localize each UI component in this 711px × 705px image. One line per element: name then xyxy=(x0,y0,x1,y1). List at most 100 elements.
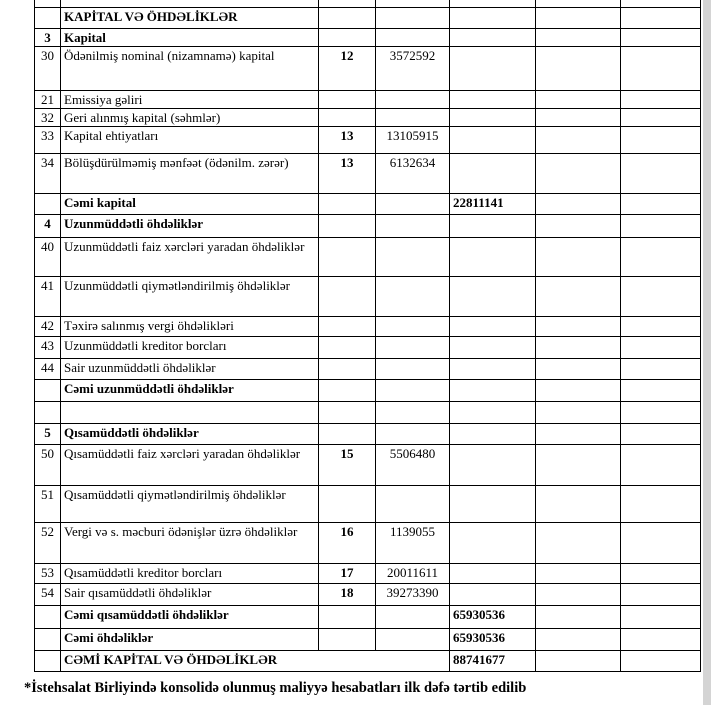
name-cell: Cəmi qısamüddətli öhdəliklər xyxy=(60,605,319,629)
code-cell xyxy=(34,379,61,402)
row: 51 Qısamüddətli qiymətləndirilmiş öhdəlik… xyxy=(34,485,701,523)
value-cell xyxy=(375,193,450,215)
empty-cell xyxy=(535,28,621,47)
total-cell xyxy=(449,276,536,317)
name-cell: Uzunmüddətli öhdəliklər xyxy=(60,214,319,238)
name-cell: Uzunmüddətli qiymətləndirilmiş öhdəliklə… xyxy=(60,276,319,317)
row: 54 Sair qısamüddətli öhdəliklər 18 39273390 xyxy=(34,583,701,606)
code-cell xyxy=(34,7,61,29)
total-cell xyxy=(449,28,536,47)
row xyxy=(34,0,701,8)
total-cell xyxy=(449,336,536,359)
note-cell: 13 xyxy=(318,153,376,194)
name-cell: Uzunmüddətli kreditor borcları xyxy=(60,336,319,359)
empty-cell xyxy=(535,90,621,109)
empty-cell xyxy=(620,423,701,445)
value-cell xyxy=(375,336,450,359)
code-cell: 42 xyxy=(34,316,61,337)
total-cell xyxy=(449,237,536,277)
total-cell: 22811141 xyxy=(449,193,536,215)
value-cell xyxy=(375,108,450,127)
empty-cell xyxy=(620,316,701,337)
row: 5 Qısamüddətli öhdəliklər xyxy=(34,423,701,445)
empty-cell xyxy=(620,650,701,672)
value-cell: 5506480 xyxy=(375,444,450,486)
empty-cell xyxy=(375,0,450,8)
empty-cell xyxy=(34,401,61,424)
value-cell xyxy=(375,485,450,523)
value-cell xyxy=(375,605,450,629)
total-cell: 65930536 xyxy=(449,605,536,629)
empty-cell xyxy=(34,0,61,8)
code-cell: 33 xyxy=(34,126,61,154)
row: 4 Uzunmüddətli öhdəliklər xyxy=(34,214,701,238)
code-cell: 4 xyxy=(34,214,61,238)
empty-cell xyxy=(449,401,536,424)
code-cell: 52 xyxy=(34,522,61,564)
name-cell: Kapital ehtiyatları xyxy=(60,126,319,154)
note-cell xyxy=(318,214,376,238)
empty-cell xyxy=(60,0,319,8)
total-cell xyxy=(449,153,536,194)
note-cell xyxy=(318,316,376,337)
code-cell: 43 xyxy=(34,336,61,359)
name-cell: KAPİTAL VƏ ÖHDƏLİKLƏR xyxy=(60,7,319,29)
empty-cell xyxy=(535,401,621,424)
empty-cell xyxy=(375,401,450,424)
empty-cell xyxy=(535,237,621,277)
empty-cell xyxy=(620,336,701,359)
value-cell xyxy=(375,28,450,47)
value-cell xyxy=(375,214,450,238)
code-cell: 44 xyxy=(34,358,61,380)
empty-cell xyxy=(535,7,621,29)
empty-cell xyxy=(535,444,621,486)
note-cell: 15 xyxy=(318,444,376,486)
note-cell xyxy=(318,237,376,277)
value-cell: 13105915 xyxy=(375,126,450,154)
name-cell: Sair uzunmüddətli öhdəliklər xyxy=(60,358,319,380)
row: 3 Kapital xyxy=(34,28,701,47)
empty-cell xyxy=(620,237,701,277)
name-cell: Cəmi kapital xyxy=(60,193,319,215)
row: 42 Təxirə salınmış vergi öhdəlikləri xyxy=(34,316,701,337)
name-cell: Emissiya gəliri xyxy=(60,90,319,109)
empty-cell xyxy=(620,605,701,629)
total-cell xyxy=(449,214,536,238)
note-cell xyxy=(318,193,376,215)
value-cell xyxy=(375,358,450,380)
empty-cell xyxy=(535,0,621,8)
name-cell: Ödənilmiş nominal (nizamnamə) kapital xyxy=(60,46,319,91)
total-cell: 65930536 xyxy=(449,628,536,651)
total-cell xyxy=(449,316,536,337)
value-cell xyxy=(375,379,450,402)
code-cell: 51 xyxy=(34,485,61,523)
empty-cell xyxy=(535,153,621,194)
empty-cell xyxy=(535,628,621,651)
empty-cell xyxy=(620,563,701,584)
value-cell xyxy=(375,316,450,337)
total-cell xyxy=(449,444,536,486)
code-cell xyxy=(34,628,61,651)
total-cell: 88741677 xyxy=(449,650,536,672)
total-cell xyxy=(449,522,536,564)
name-cell: Qısamüddətli faiz xərcləri yaradan öhdəl… xyxy=(60,444,319,486)
empty-cell xyxy=(620,90,701,109)
note-cell xyxy=(318,7,376,29)
row: 52 Vergi və s. məcburi ödənişlər üzrə öhd… xyxy=(34,522,701,564)
total-cell xyxy=(449,583,536,606)
empty-cell xyxy=(535,336,621,359)
empty-cell xyxy=(535,650,621,672)
note-cell xyxy=(318,90,376,109)
empty-cell xyxy=(620,214,701,238)
code-cell xyxy=(34,193,61,215)
value-cell xyxy=(375,90,450,109)
row: Cəmi kapital 22811141 xyxy=(34,193,701,215)
name-cell: Uzunmüddətli faiz xərcləri yaradan öhdəl… xyxy=(60,237,319,277)
name-cell: Bölüşdürülməmiş mənfəət (ödənilm. zərər) xyxy=(60,153,319,194)
total-cell xyxy=(449,423,536,445)
empty-cell xyxy=(620,583,701,606)
code-cell: 40 xyxy=(34,237,61,277)
row: 43 Uzunmüddətli kreditor borcları xyxy=(34,336,701,359)
name-cell: Cəmi uzunmüddətli öhdəliklər xyxy=(60,379,319,402)
row xyxy=(34,401,701,424)
